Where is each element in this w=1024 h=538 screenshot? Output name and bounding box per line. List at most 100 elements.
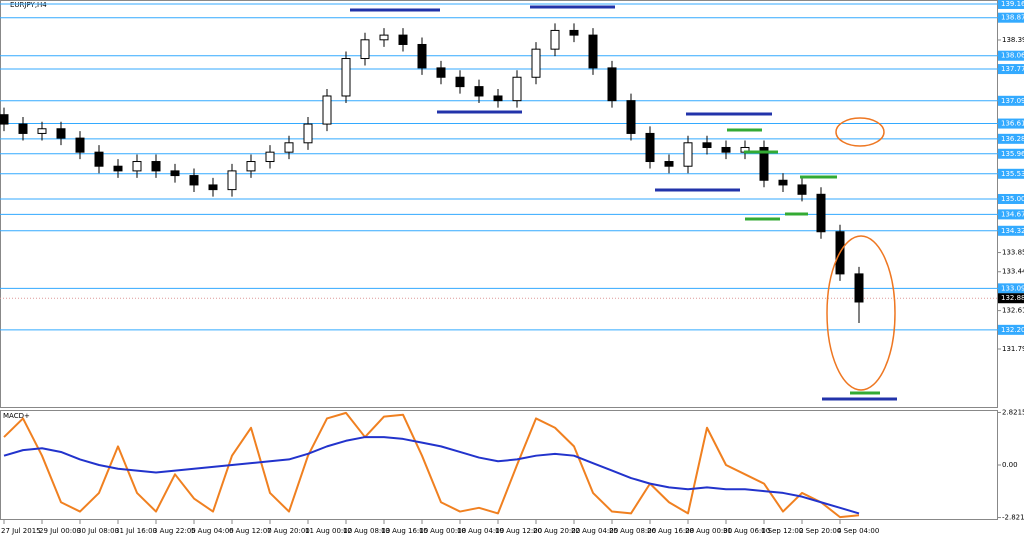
level-label: 139.165 xyxy=(1001,0,1024,8)
y-tick-label: 131.796 xyxy=(1002,345,1024,353)
candle-body xyxy=(18,123,28,134)
x-tick-label: 25 Aug 08:00 xyxy=(609,527,656,535)
x-tick-label: 29 Jul 00:00 xyxy=(39,527,81,535)
candle-body xyxy=(132,161,142,172)
macd-frame xyxy=(0,410,998,520)
level-label-box xyxy=(998,324,1024,335)
x-tick-label: 11 Aug 00:00 xyxy=(305,527,352,535)
level-label: 138.060 xyxy=(1001,52,1024,60)
y-tick-label: 133.446 xyxy=(1002,268,1024,276)
candle-body xyxy=(702,142,712,148)
candle-body xyxy=(189,175,199,186)
candle-body xyxy=(854,273,864,303)
level-label-box xyxy=(998,133,1024,144)
level-label-box xyxy=(998,50,1024,61)
candle-body xyxy=(94,151,104,167)
x-tick-label: 31 Aug 06:00 xyxy=(723,527,770,535)
y-tick-label: 138.396 xyxy=(1002,36,1024,44)
x-tick-label: 3 Aug 22:00 xyxy=(153,527,196,535)
candle-body xyxy=(493,95,503,102)
candle-body xyxy=(588,34,598,69)
level-label-box xyxy=(998,168,1024,179)
candle-body xyxy=(0,114,9,125)
x-tick-label: 5 Aug 04:00 xyxy=(191,527,234,535)
x-tick-label: 7 Aug 20:00 xyxy=(267,527,310,535)
oscillator-line xyxy=(3,436,860,515)
candle-body xyxy=(550,29,560,50)
candle-body xyxy=(664,161,674,167)
level-label: 138.872 xyxy=(1001,14,1024,22)
level-label: 137.775 xyxy=(1001,65,1024,73)
level-label: 137.097 xyxy=(1001,97,1024,105)
last-price-box xyxy=(998,293,1024,304)
candle-body xyxy=(379,34,389,41)
level-label-box xyxy=(998,12,1024,23)
candle-body xyxy=(417,43,427,69)
candle-body xyxy=(227,170,237,191)
x-tick-label: 15 Aug 00:00 xyxy=(419,527,466,535)
x-tick-label: 30 Jul 08:00 xyxy=(77,527,119,535)
x-tick-label: 2 Sep 20:00 xyxy=(799,527,841,535)
candle-body xyxy=(75,137,85,153)
candle-body xyxy=(208,184,218,191)
level-label: 134.671 xyxy=(1001,210,1024,218)
x-tick-label: 6 Aug 12:00 xyxy=(229,527,272,535)
level-label: 136.285 xyxy=(1001,135,1024,143)
macd-title: MACD+ xyxy=(3,412,30,420)
candle-body xyxy=(607,67,617,102)
candle-body xyxy=(37,128,47,134)
y-tick-label: 0.00 xyxy=(1002,461,1018,469)
candle-body xyxy=(246,161,256,172)
candle-body xyxy=(816,193,826,233)
level-label-box xyxy=(998,148,1024,159)
y-tick-label: 133.856 xyxy=(1002,249,1024,257)
candle-body xyxy=(455,76,465,88)
candle-body xyxy=(265,151,275,163)
x-tick-label: 12 Aug 08:00 xyxy=(343,527,390,535)
x-tick-label: 22 Aug 04:00 xyxy=(571,527,618,535)
highlight-ellipse xyxy=(835,117,885,147)
candle-body xyxy=(360,39,370,60)
x-tick-label: 18 Aug 04:00 xyxy=(457,527,504,535)
candle-body xyxy=(531,48,541,78)
level-label-box xyxy=(998,225,1024,236)
candle-body xyxy=(436,67,446,78)
candle-body xyxy=(341,58,351,97)
oscillator-line xyxy=(3,411,860,519)
level-label: 135.538 xyxy=(1001,170,1024,178)
candle-body xyxy=(683,142,693,167)
x-tick-label: 19 Aug 12:00 xyxy=(495,527,542,535)
candle-body xyxy=(56,128,66,139)
candle-body xyxy=(303,123,313,144)
candle-body xyxy=(778,179,788,186)
candle-body xyxy=(512,76,522,102)
level-label: 132.205 xyxy=(1001,326,1024,334)
candle-body xyxy=(721,146,731,153)
annotations xyxy=(350,5,897,401)
main-frame xyxy=(0,0,998,408)
x-tick-label: 31 Jul 16:00 xyxy=(115,527,157,535)
last-price-label: 132.880 xyxy=(1001,294,1024,302)
x-tick-label: 1 Sep 12:00 xyxy=(761,527,803,535)
candle-body xyxy=(322,95,332,125)
candle-body xyxy=(645,132,655,163)
level-label: 136.611 xyxy=(1001,120,1024,128)
y-tick-label: -2.8215 xyxy=(1002,514,1024,522)
x-tick-label: 27 Jul 2015 xyxy=(1,527,41,535)
level-label-box xyxy=(998,118,1024,129)
chart-title: EURJPY,H4 xyxy=(10,1,47,9)
level-label-box xyxy=(998,283,1024,294)
candle-body xyxy=(626,100,636,134)
x-tick-label: 13 Aug 16:00 xyxy=(381,527,428,535)
candle-body xyxy=(474,86,484,97)
y-tick-label: 2.8215 xyxy=(1002,408,1024,416)
candle-body xyxy=(170,170,180,177)
level-label-box xyxy=(998,95,1024,106)
level-label: 135.966 xyxy=(1001,150,1024,158)
level-label-box xyxy=(998,0,1024,9)
candle-body xyxy=(151,161,161,172)
candle-body xyxy=(797,184,807,195)
x-tick-label: 20 Aug 20:00 xyxy=(533,527,580,535)
